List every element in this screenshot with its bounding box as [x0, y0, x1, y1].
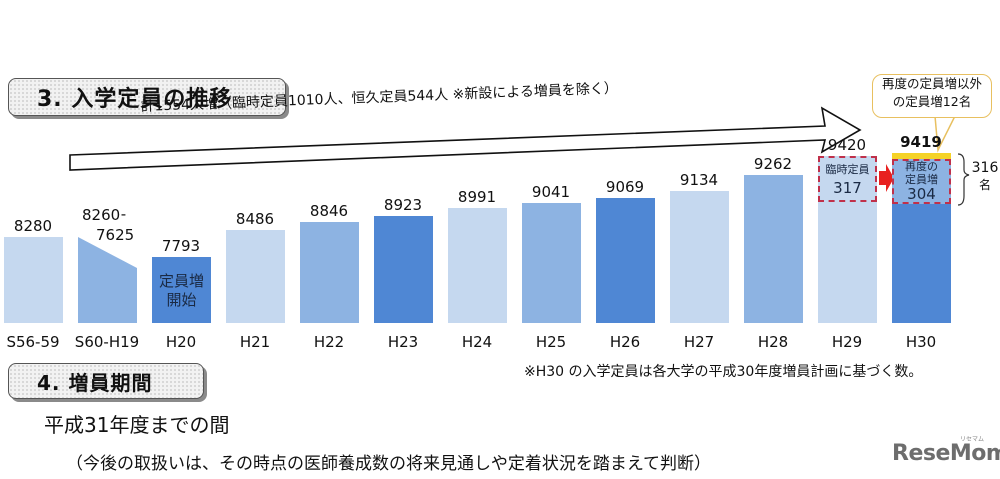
bar-h25	[522, 203, 581, 323]
resemom-logo: ReseMom	[892, 441, 1000, 466]
value-label: 8846	[309, 202, 349, 220]
bar-h23	[374, 216, 433, 323]
period-note: （今後の取扱いは、その時点の医師養成数の将来見通しや定着状況を踏まえて判断）	[66, 454, 711, 474]
category-label: H25	[535, 333, 567, 351]
bar-h21	[226, 230, 285, 323]
h30-box-line-1: 再度の	[905, 160, 938, 173]
h29-box-line-1: 臨時定員	[825, 163, 870, 176]
category-label: H21	[239, 333, 271, 351]
value-label: 7793	[161, 237, 201, 255]
bar-h29	[818, 156, 877, 323]
bar-h30-reincrease	[892, 159, 951, 204]
section-4-title: 4. 増員期間	[37, 370, 153, 395]
h20-inner-label: 定員増 開始	[152, 272, 211, 310]
h20-inner-line-2: 開始	[166, 291, 197, 309]
category-label: H23	[387, 333, 419, 351]
h29-box-line-2: 317	[833, 179, 862, 197]
value-label: 8486	[235, 210, 275, 228]
category-label: S60-H19	[74, 333, 140, 351]
value-label: 9134	[679, 171, 719, 189]
footnote: ※H30 の入学定員は各大学の平成30年度増員計画に基づく数。	[524, 364, 923, 380]
bar-h24	[448, 208, 507, 323]
value-label: 9420	[827, 136, 867, 154]
range-end: 7625	[96, 226, 135, 244]
callout-line-2: の定員増12名	[892, 94, 972, 109]
bracket-number: 316	[971, 160, 999, 176]
callout-line-1: 再度の定員増以外	[881, 76, 982, 91]
h20-inner-line-1: 定員増	[158, 272, 204, 290]
value-label: 8923	[383, 196, 423, 214]
bar-h22	[300, 222, 359, 323]
section-3-title: 3. 入学定員の推移	[37, 87, 233, 112]
logo-subtext: リセマム	[960, 436, 985, 443]
value-label-range: 8260 7625	[78, 205, 148, 245]
h30-box-label: 再度の 定員増 304	[892, 160, 951, 203]
h30-box-line-2: 定員増	[905, 173, 938, 186]
category-label: H27	[683, 333, 715, 351]
bar-h26	[596, 198, 655, 323]
value-label: 9069	[605, 178, 645, 196]
callout-other-increase: 再度の定員増以外 の定員増12名	[872, 74, 992, 118]
value-label: 9041	[531, 183, 571, 201]
category-label: H20	[165, 333, 197, 351]
bracket-unit: 名	[978, 178, 991, 192]
range-start: 8260	[82, 206, 121, 224]
bar-h20	[152, 257, 211, 323]
category-label: H26	[609, 333, 641, 351]
value-label: 9262	[753, 155, 793, 173]
bar-h28	[744, 175, 803, 323]
h30-box-line-3: 304	[907, 185, 936, 203]
category-label: H28	[757, 333, 789, 351]
category-label: H22	[313, 333, 345, 351]
bar-h30-other-increase	[892, 153, 951, 159]
value-label: 8991	[457, 188, 497, 206]
category-label: S56-59	[6, 333, 60, 351]
section-4-heading: 4. 増員期間	[8, 363, 204, 399]
category-label: H29	[831, 333, 863, 351]
value-label: 8280	[13, 217, 53, 235]
h29-temporary-box	[818, 156, 877, 202]
category-label: H30	[905, 333, 937, 351]
category-label: H24	[461, 333, 493, 351]
range-dash: -	[116, 205, 127, 223]
bar-s56-59	[4, 237, 63, 323]
section-3-heading: 3. 入学定員の推移	[8, 78, 286, 116]
h29-box-label: 臨時定員 317	[818, 160, 877, 198]
bar-h27	[670, 191, 729, 323]
increase-period: 平成31年度までの間	[44, 413, 230, 437]
bracket-label: 316 名	[970, 160, 1000, 194]
h30-reincrease-box	[892, 159, 951, 204]
logo-text: ReseMom	[892, 441, 1000, 466]
value-label: 9419	[900, 133, 942, 151]
